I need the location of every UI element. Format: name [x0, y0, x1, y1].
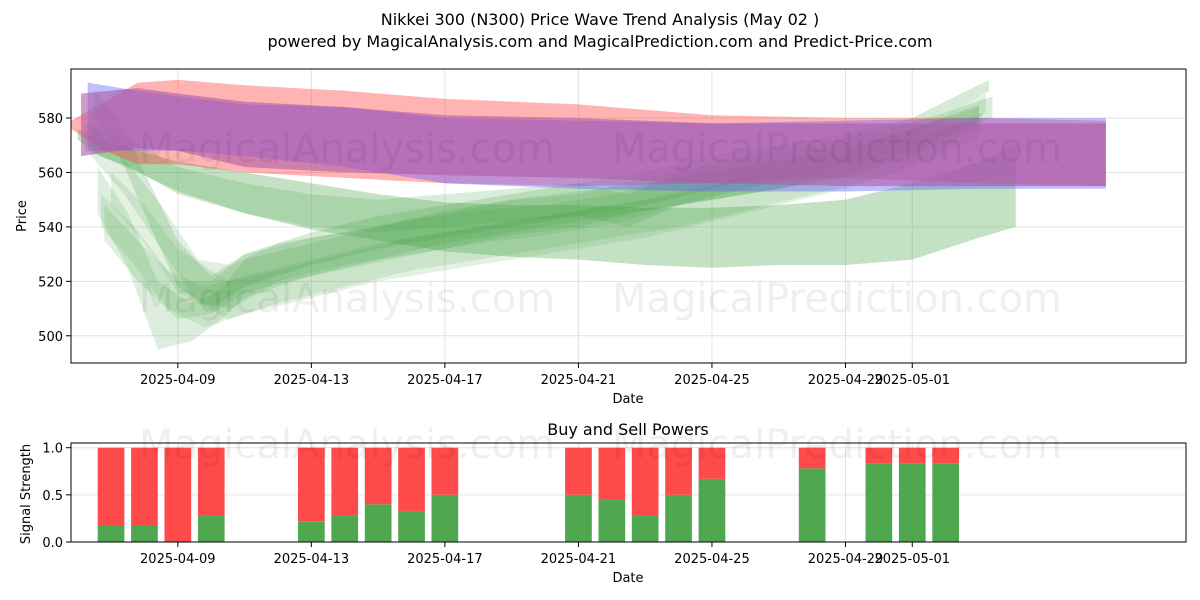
price-wave-chart: MagicalAnalysis.com MagicalPrediction.co… — [15, 68, 1187, 407]
buy-bar-8 — [431, 494, 459, 542]
signal-y-axis-label: Signal Strength — [19, 444, 34, 544]
signal-x-tick-label-2: 2025-04-17 — [407, 552, 483, 567]
buy-sell-title: Buy and Sell Powers — [547, 420, 709, 439]
green-wave-band-4 — [91, 93, 986, 309]
signal-x-ticks: 2025-04-09 2025-04-13 2025-04-17 2025-04-21… — [140, 542, 950, 567]
price-y-tick-label-4: 580 — [38, 112, 63, 127]
sell-bar-12 — [665, 447, 692, 495]
watermark-analysis-top: MagicalAnalysis.com — [139, 126, 555, 172]
sell-bar-16 — [898, 447, 926, 464]
color-wave-bands — [71, 79, 1106, 192]
sell-bar-6 — [364, 447, 392, 505]
price-y-tick-label-3: 560 — [38, 166, 63, 181]
watermark-prediction-top: MagicalPrediction.com — [612, 126, 1062, 172]
price-y-tick-label-1: 520 — [38, 275, 63, 290]
green-wave-band-7 — [101, 118, 979, 328]
chart-subtitle: powered by MagicalAnalysis.com and Magic… — [267, 32, 932, 51]
green-wave-band-0 — [77, 128, 1016, 268]
buy-bar-1 — [131, 526, 158, 542]
price-y-axis-label: Price — [15, 200, 30, 232]
buy-bar-0 — [97, 526, 125, 542]
watermark-prediction-mid: MagicalPrediction.com — [612, 276, 1062, 322]
buy-bar-5 — [331, 515, 359, 542]
price-x-tick-label-2: 2025-04-17 — [407, 373, 483, 388]
signal-x-tick-label-5: 2025-04-29 — [808, 552, 884, 567]
signal-x-tick-label-1: 2025-04-13 — [274, 552, 350, 567]
sell-bar-17 — [932, 447, 959, 464]
price-x-ticks: 2025-04-09 2025-04-13 2025-04-17 2025-04-21… — [140, 363, 950, 388]
signal-x-tick-label-6: 2025-05-01 — [874, 552, 950, 567]
green-wave-band-5 — [111, 112, 983, 320]
price-x-tick-label-6: 2025-05-01 — [874, 373, 950, 388]
sell-bar-2 — [164, 447, 192, 542]
price-x-axis-label: Date — [612, 392, 643, 407]
buy-bar-10 — [598, 499, 626, 542]
buy-sell-chart: Buy and Sell Powers MagicalAnalysis.com … — [19, 420, 1187, 586]
signal-x-axis-label: Date — [612, 571, 643, 586]
green-wave-band-1 — [94, 79, 989, 309]
watermark-analysis-bottom: MagicalAnalysis.com — [139, 422, 555, 468]
price-y-ticks: 500 520 540 560 580 — [38, 112, 71, 345]
signal-x-tick-label-4: 2025-04-25 — [674, 552, 750, 567]
watermark-analysis-mid: MagicalAnalysis.com — [139, 276, 555, 322]
signal-y-tick-label-1: 0.5 — [42, 489, 63, 504]
signal-y-tick-label-2: 1.0 — [42, 442, 63, 457]
price-x-tick-label-5: 2025-04-29 — [808, 373, 884, 388]
sell-bar-1 — [131, 447, 158, 526]
buy-bar-9 — [565, 494, 592, 542]
sell-bar-11 — [631, 447, 659, 516]
signal-y-ticks: 0.0 0.5 1.0 — [42, 442, 71, 551]
price-y-tick-label-0: 500 — [38, 330, 63, 345]
buy-bar-3 — [197, 515, 225, 542]
buy-bar-17 — [932, 463, 959, 542]
sell-bar-5 — [331, 447, 359, 516]
sell-bar-14 — [798, 447, 826, 469]
green-wave-band-3 — [104, 107, 979, 320]
price-plot-frame — [70, 68, 1187, 364]
buy-bar-14 — [798, 468, 826, 542]
price-x-tick-label-3: 2025-04-21 — [541, 373, 617, 388]
signal-y-tick-label-0: 0.0 — [42, 536, 63, 551]
buy-bar-11 — [631, 515, 659, 542]
sell-bar-0 — [97, 447, 125, 526]
watermark-prediction-bottom: MagicalPrediction.com — [612, 422, 1062, 468]
sell-bar-3 — [197, 447, 225, 516]
purple-wave-band — [81, 88, 1106, 187]
sell-bar-7 — [398, 447, 425, 511]
buy-bar-4 — [298, 521, 325, 542]
signal-bars — [97, 447, 959, 542]
sell-bar-15 — [865, 447, 893, 464]
buy-bar-7 — [398, 510, 425, 542]
signal-x-tick-label-0: 2025-04-09 — [140, 552, 216, 567]
buy-bar-13 — [698, 478, 726, 542]
sell-bar-4 — [298, 447, 325, 522]
signal-x-tick-label-3: 2025-04-21 — [541, 552, 617, 567]
buy-bar-6 — [364, 504, 392, 542]
buy-bar-12 — [665, 494, 692, 542]
price-x-tick-label-4: 2025-04-25 — [674, 373, 750, 388]
sell-bar-10 — [598, 447, 626, 500]
buy-bar-15 — [865, 463, 893, 542]
buy-bar-16 — [898, 463, 926, 542]
signal-plot-frame — [70, 442, 1187, 543]
sell-bar-9 — [565, 447, 592, 495]
green-wave-band-6 — [84, 96, 993, 233]
price-y-tick-label-2: 540 — [38, 221, 63, 236]
chart-title: Nikkei 300 (N300) Price Wave Trend Analy… — [381, 10, 820, 29]
sell-bar-13 — [698, 447, 726, 479]
price-x-tick-label-1: 2025-04-13 — [274, 373, 350, 388]
sell-bar-8 — [431, 447, 459, 495]
price-x-tick-label-0: 2025-04-09 — [140, 373, 216, 388]
